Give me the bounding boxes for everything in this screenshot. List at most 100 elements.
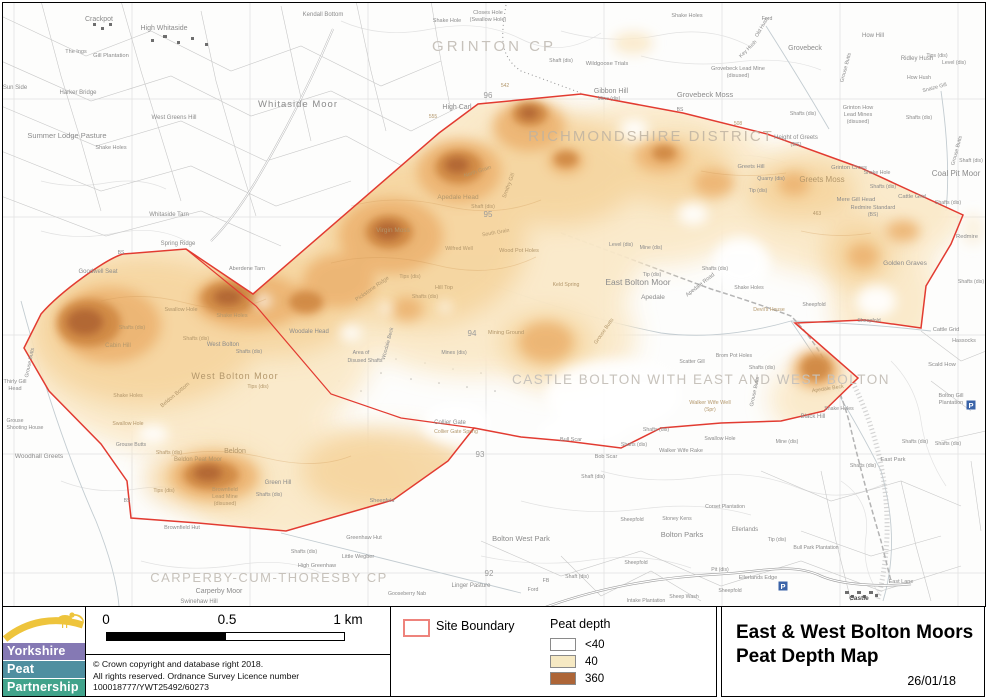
map-label: Green Hill bbox=[265, 480, 292, 486]
divider bbox=[86, 654, 390, 655]
map-label: Shafts (dis) bbox=[236, 349, 263, 355]
legend-class-swatch bbox=[550, 672, 576, 685]
map-label: Grouse Butts bbox=[116, 442, 147, 448]
map-label: Summer Lodge Pasture bbox=[27, 131, 106, 140]
map-label: Grinton How bbox=[843, 105, 874, 111]
parking-icon-letter: P bbox=[780, 582, 785, 591]
map-label: Shafts (dis) bbox=[935, 200, 962, 206]
map-label: 93 bbox=[476, 450, 485, 459]
map-label: Grouse bbox=[6, 418, 23, 424]
map-label: Sheepfold bbox=[802, 302, 825, 308]
map-label: FB bbox=[543, 578, 550, 584]
parking-icon bbox=[966, 400, 976, 410]
map-label: Head bbox=[8, 386, 21, 392]
logo-bar: Partnership bbox=[3, 679, 86, 696]
map-label: Area of bbox=[353, 350, 370, 356]
scale-tick-0: 0 bbox=[102, 612, 110, 627]
map-label: Disused Shafts bbox=[348, 358, 383, 364]
map-label: Woodhall Greets bbox=[15, 453, 64, 460]
map-label: Swallow Hole bbox=[704, 436, 735, 442]
map-label: The Ings bbox=[65, 49, 87, 55]
map-label: Goodwell Seat bbox=[78, 269, 117, 275]
yorkshire-peat-partnership-logo: Yorkshire Peat Partnership bbox=[2, 606, 87, 697]
map-label: Tips (dis) bbox=[399, 274, 420, 280]
map-label: (BS) bbox=[791, 142, 802, 148]
map-label: Cattle Grid bbox=[898, 194, 926, 200]
map-label: Bolton Parks bbox=[661, 530, 704, 539]
map-label: High Whitaside bbox=[140, 25, 187, 32]
map-label: East Park bbox=[880, 457, 905, 463]
curlew-logo-icon bbox=[3, 612, 85, 642]
logo-bar: Yorkshire bbox=[3, 643, 86, 660]
map-label: Lead Mine bbox=[212, 494, 238, 500]
map-label: Brownfield Hut bbox=[164, 525, 200, 531]
map-label: Shafts (dis) bbox=[183, 336, 210, 342]
parking-icon-letter: P bbox=[968, 401, 973, 410]
scale-tick-1km: 1 km bbox=[333, 612, 363, 627]
map-label: Shaft (dis) bbox=[471, 204, 495, 210]
legend-class-row: 40 bbox=[550, 653, 605, 670]
map-label: Shafts (dis) bbox=[935, 441, 962, 447]
map-label: Shafts (dis) bbox=[902, 439, 929, 445]
map-label: Apedale Beck bbox=[812, 384, 845, 394]
map-label: Shaft (dis) bbox=[959, 158, 983, 164]
map-label: Mere Gill Head bbox=[837, 197, 876, 203]
map-label: Keld Spring bbox=[553, 282, 580, 288]
map-label: Whitaside Tarn bbox=[149, 212, 189, 218]
map-label: Sheep Wash bbox=[669, 594, 699, 600]
map-label: Intake Plantation bbox=[627, 598, 666, 604]
map-label: Gooseberry Nab bbox=[388, 591, 426, 597]
map-label: Tips (dis) bbox=[153, 488, 174, 494]
copyright-line-2: All rights reserved. Ordnance Survey Lic… bbox=[93, 670, 300, 681]
map-label: Ellerlands bbox=[732, 527, 758, 533]
map-label: West Greens Hill bbox=[152, 115, 197, 121]
map-label: Bob Scar bbox=[595, 454, 618, 460]
map-label: Shaft (dis) bbox=[581, 474, 605, 480]
map-label: Shafts (dis) bbox=[256, 492, 283, 498]
map-label: Ellerlands Edge bbox=[739, 575, 778, 581]
map-label: Shafts (dis) bbox=[291, 549, 318, 555]
map-label: Brom Pot Holes bbox=[716, 353, 753, 359]
map-label: Shafts (dis) bbox=[412, 294, 439, 300]
map-label: BS bbox=[124, 498, 131, 504]
map-label: Sheepfold bbox=[718, 588, 741, 594]
parking-symbols: PP bbox=[778, 400, 976, 591]
map-label: 508 bbox=[734, 121, 743, 127]
map-label: Sun Side bbox=[3, 85, 28, 91]
scale-tick-05: 0.5 bbox=[217, 612, 237, 627]
map-label: Redmire bbox=[956, 234, 978, 240]
map-label: Height of Greets bbox=[774, 135, 818, 141]
legend-class-label: 360 bbox=[585, 672, 605, 685]
map-label: Scatter Gill bbox=[679, 359, 704, 365]
map-label: 95 bbox=[484, 210, 493, 219]
title-panel: East & West Bolton Moors Peat Depth Map … bbox=[721, 606, 985, 697]
map-label: Crackpot bbox=[85, 16, 113, 23]
map-label: Shaft (dis) bbox=[565, 574, 589, 580]
map-label: Greets Moss bbox=[799, 175, 844, 184]
map-label: Shake Holes bbox=[216, 313, 247, 319]
buildings bbox=[93, 23, 878, 598]
map-label: Apedale Head bbox=[437, 194, 479, 201]
map-label: Collier Gate bbox=[434, 420, 466, 426]
roads bbox=[210, 4, 912, 606]
map-label: Shake Holes bbox=[95, 145, 126, 151]
map-label: Tips (dis) bbox=[926, 53, 947, 59]
map-label: High Greenhaw bbox=[298, 563, 336, 569]
map-title-line-1: East & West Bolton Moors bbox=[736, 622, 974, 643]
map-label: Walker Wife Rake bbox=[659, 448, 703, 454]
map-label: Walker Wife Well bbox=[689, 400, 731, 406]
map-label: Grouse Butts bbox=[839, 52, 853, 83]
map-label: BS bbox=[677, 107, 684, 113]
map-label: GRINTON CP bbox=[432, 38, 556, 55]
map-label: East Bolton Moor bbox=[605, 277, 670, 287]
map-label: Cattle Grid bbox=[933, 327, 959, 333]
map-label: Hassocks bbox=[952, 338, 976, 344]
map-label: Hill Top bbox=[435, 285, 453, 291]
map-label: (Swallow Hole) bbox=[470, 17, 507, 23]
map-label: Plantation bbox=[939, 400, 963, 406]
map-label: Swallow Hole bbox=[164, 307, 197, 313]
map-label: Lead Mines bbox=[844, 112, 873, 118]
map-label: Tips (dis) bbox=[247, 384, 268, 390]
map-label: Shafts (dis) bbox=[156, 450, 183, 456]
